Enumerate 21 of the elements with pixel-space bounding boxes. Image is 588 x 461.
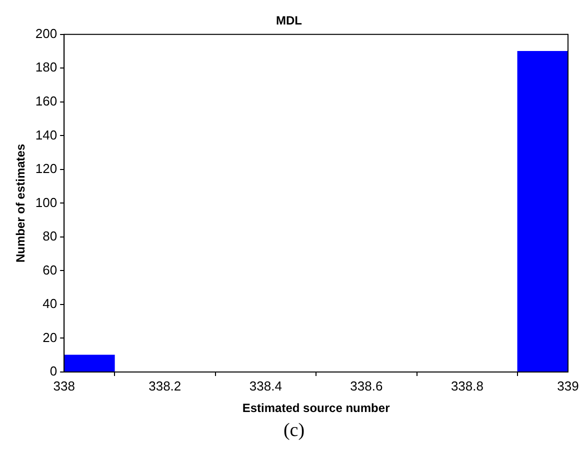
x-tick-label: 338.8 <box>450 378 484 394</box>
y-tick-label: 80 <box>42 228 58 244</box>
y-tick-label: 60 <box>42 262 58 278</box>
text: (c) <box>282 420 306 442</box>
x-tick-label: 338.4 <box>249 378 282 394</box>
x-tick-label: 339 <box>557 378 579 394</box>
x-axis-title: Estimated source number <box>242 401 390 416</box>
x-tick-label: 338.2 <box>148 378 182 394</box>
y-axis-title: Number of estimates <box>14 144 28 263</box>
y-tick-label: 20 <box>42 330 58 345</box>
y-tick-label: 140 <box>35 127 58 142</box>
y-tick-label: 200 <box>35 26 58 41</box>
y-tick-label: 100 <box>35 194 58 210</box>
x-tick-label: 338.6 <box>350 378 383 394</box>
y-tick-label: 120 <box>35 161 58 176</box>
y-tick-label: 40 <box>42 296 58 312</box>
y-tick-label: 180 <box>35 60 58 75</box>
chart-title: MDL <box>276 14 302 28</box>
y-tick-label: 0 <box>50 364 58 379</box>
y-tick-label: 160 <box>35 94 58 108</box>
x-tick-label: 338 <box>53 378 75 394</box>
